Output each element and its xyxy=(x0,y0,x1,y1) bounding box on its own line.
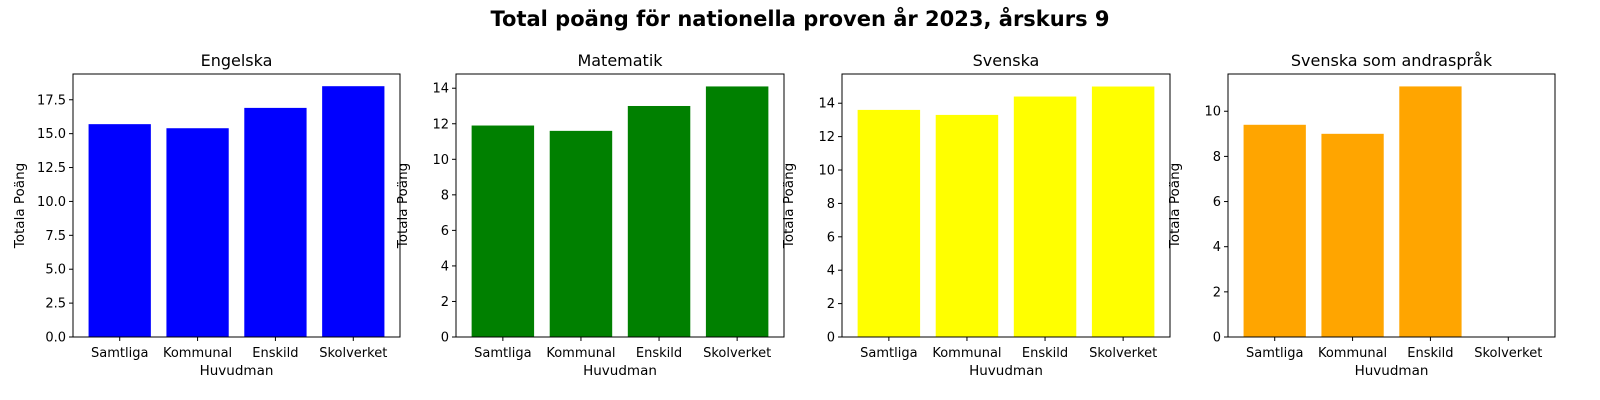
bar-kommunal xyxy=(166,128,229,337)
x-tick-label-samtliga: Samtliga xyxy=(474,346,531,361)
x-tick-label-enskild: Enskild xyxy=(1407,346,1453,361)
y-tick-label: 0.0 xyxy=(45,331,66,346)
panel-title: Svenska som andraspråk xyxy=(1291,51,1493,70)
y-tick-label: 10 xyxy=(818,164,835,179)
x-tick-label-kommunal: Kommunal xyxy=(163,346,232,361)
x-tick-label-skolverket: Skolverket xyxy=(703,346,771,361)
axes-frame xyxy=(72,73,401,338)
y-tick-label: 8 xyxy=(1213,150,1221,165)
y-tick-label: 4 xyxy=(1213,240,1221,255)
y-tick-label: 2 xyxy=(1213,285,1221,300)
y-tick-label: 12 xyxy=(432,117,449,132)
y-tick-label: 6 xyxy=(827,230,835,245)
x-tick-label-skolverket: Skolverket xyxy=(319,346,387,361)
bar-skolverket xyxy=(322,86,385,337)
chart-panel-svenska-som-andrasprak: 0 2 4 6 8 10 Samtliga Kommunal Enskild Skolverket… xyxy=(1167,51,1556,379)
chart-panel-svenska: 0 2 4 6 8 10 12 14 Samtliga Kommunal Enskild Skolve… xyxy=(781,51,1171,379)
y-tick-label: 10 xyxy=(432,153,449,168)
panel-title: Svenska xyxy=(973,51,1040,70)
y-tick-label: 8 xyxy=(827,197,835,212)
y-tick-label: 6 xyxy=(1213,195,1221,210)
y-tick-label: 7.5 xyxy=(45,229,66,244)
axes-frame xyxy=(1227,73,1556,338)
y-tick-label: 2 xyxy=(827,297,835,312)
x-tick-label-enskild: Enskild xyxy=(252,346,298,361)
y-tick-label: 12.5 xyxy=(37,161,66,176)
bar-enskild xyxy=(1399,86,1462,337)
y-tick-label: 8 xyxy=(441,188,449,203)
bar-skolverket xyxy=(1091,86,1155,338)
y-tick-label: 6 xyxy=(441,224,449,239)
bar-samtliga xyxy=(1243,124,1306,337)
x-tick-label-kommunal: Kommunal xyxy=(1318,346,1387,361)
x-tick-label-enskild: Enskild xyxy=(1022,346,1068,361)
bar-samtliga xyxy=(471,125,535,337)
bar-samtliga xyxy=(857,109,921,338)
x-tick-label-skolverket: Skolverket xyxy=(1474,346,1542,361)
bar-enskild xyxy=(244,107,307,337)
chart-panel-engelska: 0.0 2.5 5.0 7.5 10.0 12.5 15.0 17.5 Samtliga Komm… xyxy=(12,51,401,379)
y-tick-label: 14 xyxy=(818,97,835,112)
bar-samtliga xyxy=(88,124,151,337)
x-tick-label-samtliga: Samtliga xyxy=(91,346,148,361)
y-tick-label: 17.5 xyxy=(37,93,66,108)
chart-panel-matematik: 0 2 4 6 8 10 12 14 Samtliga Kommunal Enskild Skolve… xyxy=(395,51,785,379)
x-tick-label-kommunal: Kommunal xyxy=(546,346,615,361)
y-tick-label: 5.0 xyxy=(45,263,66,278)
y-tick-label: 0 xyxy=(1213,331,1221,346)
chart-panels: 0.0 2.5 5.0 7.5 10.0 12.5 15.0 17.5 Samtliga Komm… xyxy=(12,51,1556,379)
y-tick-label: 0 xyxy=(441,331,449,346)
x-tick-label-kommunal: Kommunal xyxy=(932,346,1001,361)
x-tick-label-samtliga: Samtliga xyxy=(1246,346,1303,361)
y-axis-label: Totala Poäng xyxy=(1167,163,1183,249)
panel-title: Matematik xyxy=(577,51,663,70)
y-tick-label: 15.0 xyxy=(37,127,66,142)
y-tick-label: 2 xyxy=(441,295,449,310)
bar-enskild xyxy=(627,105,691,338)
y-axis-label: Totala Poäng xyxy=(781,163,797,249)
x-axis-label: Huvudman xyxy=(1355,363,1429,379)
axes-frame xyxy=(841,73,1171,338)
y-tick-label: 0 xyxy=(827,331,835,346)
x-tick-label-skolverket: Skolverket xyxy=(1089,346,1157,361)
x-axis-label: Huvudman xyxy=(969,363,1043,379)
panel-title: Engelska xyxy=(201,51,273,70)
y-tick-label: 4 xyxy=(827,264,835,279)
bar-kommunal xyxy=(935,114,999,337)
y-tick-label: 14 xyxy=(432,82,449,97)
y-axis-label: Totala Poäng xyxy=(12,163,28,249)
x-axis-label: Huvudman xyxy=(583,363,657,379)
x-tick-label-enskild: Enskild xyxy=(636,346,682,361)
x-tick-label-samtliga: Samtliga xyxy=(860,346,917,361)
x-axis-label: Huvudman xyxy=(200,363,274,379)
y-tick-label: 10.0 xyxy=(37,195,66,210)
y-axis-label: Totala Poäng xyxy=(395,163,411,249)
bar-enskild xyxy=(1013,96,1077,337)
axes-frame xyxy=(455,73,785,338)
y-tick-label: 12 xyxy=(818,130,835,145)
y-tick-label: 2.5 xyxy=(45,297,66,312)
bar-kommunal xyxy=(1321,133,1384,337)
y-tick-label: 10 xyxy=(1204,105,1221,120)
y-tick-label: 4 xyxy=(441,259,449,274)
figure-title: Total poäng för nationella proven år 202… xyxy=(491,6,1110,31)
bar-skolverket xyxy=(705,86,769,337)
bar-kommunal xyxy=(549,130,613,337)
